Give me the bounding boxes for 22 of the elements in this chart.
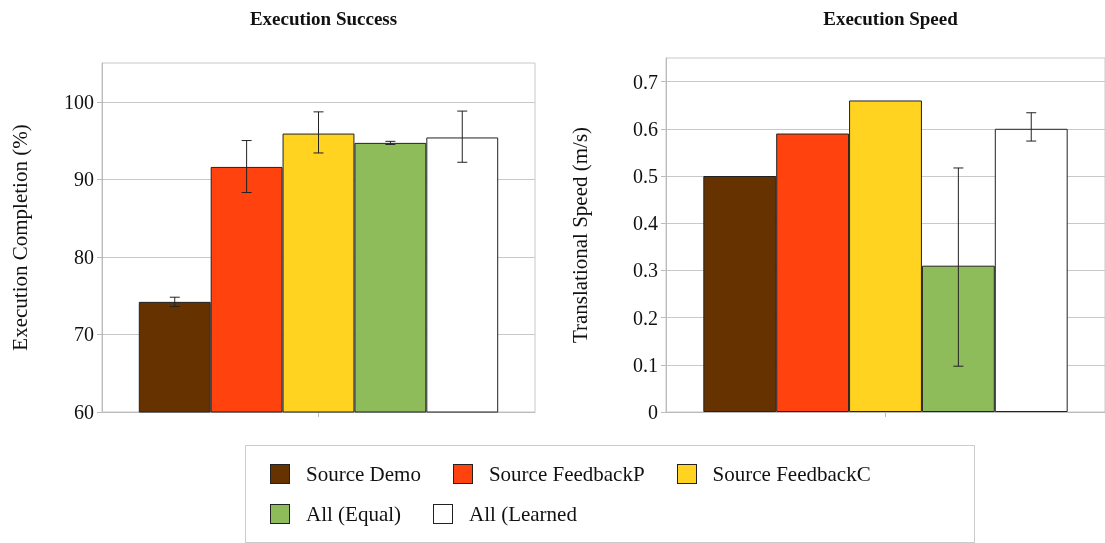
y-tick-label: 0.3: [633, 259, 658, 282]
y-axis-title: Translational Speed (m/s): [567, 126, 592, 344]
legend-label: Source Demo: [306, 461, 421, 487]
legend-label: All (Equal): [306, 501, 402, 527]
y-tick-label: 100: [64, 90, 94, 113]
y-tick-label: 60: [74, 401, 94, 423]
legend-label: Source FeedbackP: [488, 461, 645, 487]
y-axis-title: Execution Completion (%): [7, 124, 32, 351]
chart-title: Execution Speed: [823, 8, 959, 29]
y-tick-label: 0.2: [633, 306, 658, 329]
y-tick-label: 0.1: [633, 353, 658, 376]
y-tick-label: 90: [74, 168, 94, 191]
chart-title: Execution Success: [249, 8, 398, 29]
y-tick-label: 0.6: [633, 117, 658, 140]
legend-label: Source FeedbackC: [712, 461, 871, 487]
y-tick-label: 0.5: [633, 165, 658, 187]
y-tick-label: 0.4: [633, 212, 658, 235]
y-tick-label: 0: [648, 401, 658, 423]
y-tick-label: 0.7: [633, 70, 658, 93]
legend-label: All (Learned: [469, 501, 577, 527]
y-tick-label: 70: [74, 323, 94, 346]
y-tick-label: 80: [74, 245, 94, 268]
